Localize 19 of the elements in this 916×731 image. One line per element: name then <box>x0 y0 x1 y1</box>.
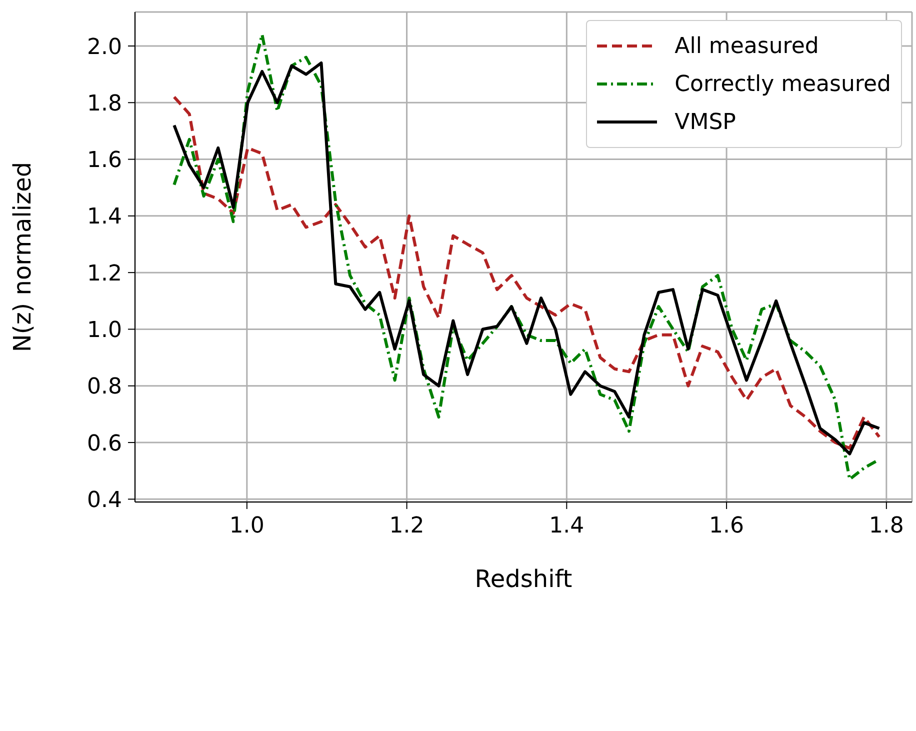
x-tick-label: 1.4 <box>549 514 584 539</box>
y-tick-label: 0.6 <box>87 431 122 456</box>
legend-label: VMSP <box>674 110 736 134</box>
x-tick-label: 1.6 <box>709 514 744 539</box>
y-tick-label: 0.4 <box>87 488 122 513</box>
x-axis-title: Redshift <box>474 565 572 593</box>
x-tick-label: 1.0 <box>229 514 264 539</box>
y-tick-label: 0.8 <box>87 374 122 400</box>
x-tick-label: 1.8 <box>868 514 904 539</box>
legend-label: All measured <box>674 34 819 58</box>
y-tick-label: 1.0 <box>87 318 122 344</box>
legend-label: Correctly measured <box>674 72 891 96</box>
y-tick-label: 1.2 <box>87 261 122 286</box>
x-tick-label: 1.2 <box>389 514 424 539</box>
y-tick-label: 1.4 <box>87 204 122 230</box>
y-tick-label: 1.6 <box>87 148 122 174</box>
y-tick-label: 1.8 <box>87 91 122 116</box>
y-tick-label: 2.0 <box>87 34 122 60</box>
y-axis-title: N(z) normalized <box>8 162 37 352</box>
